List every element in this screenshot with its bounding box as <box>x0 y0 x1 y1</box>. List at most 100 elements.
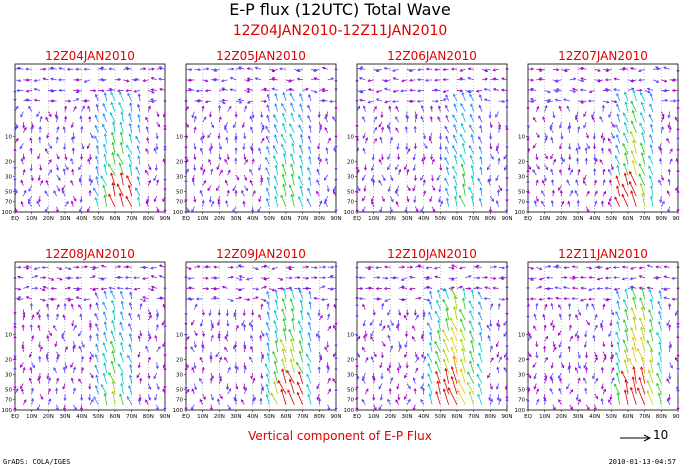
flux-arrow <box>148 90 155 94</box>
flux-arrow-head <box>640 101 644 105</box>
flux-arrow-head <box>554 98 558 102</box>
flux-arrow-head <box>671 276 675 280</box>
flux-arrow <box>655 66 662 70</box>
flux-arrow-head <box>320 99 325 103</box>
flux-arrow-head <box>415 314 419 318</box>
flux-arrow-head <box>615 351 619 356</box>
flux-arrow-head <box>460 318 463 322</box>
flux-arrow <box>22 190 27 197</box>
flux-arrow <box>235 325 239 331</box>
flux-arrow <box>191 388 195 395</box>
flux-arrow-head <box>438 199 442 203</box>
flux-arrow-head <box>623 348 627 353</box>
flux-arrow <box>661 79 667 83</box>
flux-arrow <box>64 153 67 160</box>
flux-arrow-head <box>380 114 384 119</box>
flux-arrow <box>316 394 320 400</box>
flux-arrow-head <box>116 153 120 157</box>
flux-arrow <box>633 366 637 384</box>
flux-arrow <box>39 288 46 291</box>
flux-arrow-head <box>194 333 198 337</box>
flux-arrow <box>615 311 621 321</box>
flux-arrow-head <box>266 300 270 305</box>
flux-arrow <box>260 138 265 144</box>
flux-arrow-head <box>298 340 302 344</box>
flux-arrow-head <box>659 147 663 151</box>
flux-arrow-head <box>577 168 581 173</box>
flux-arrow <box>616 362 621 374</box>
flux-arrow-head <box>334 366 338 371</box>
flux-arrow-head <box>558 304 562 308</box>
flux-arrow <box>641 356 646 374</box>
x-tick-label: 70N <box>126 216 137 222</box>
flux-arrow <box>31 335 34 342</box>
flux-arrow <box>632 337 637 352</box>
flux-arrow-head <box>448 387 451 391</box>
flux-arrow-head <box>62 366 66 370</box>
flux-arrow <box>624 359 629 374</box>
flux-arrow-head <box>154 334 158 339</box>
flux-arrow-head <box>212 68 216 72</box>
flux-arrow-head <box>263 88 267 92</box>
flux-arrow-head <box>490 303 494 307</box>
flux-arrow-head <box>411 336 415 340</box>
flux-arrow <box>110 102 116 112</box>
flux-arrow-head <box>145 200 149 204</box>
flux-arrow-head <box>478 104 482 108</box>
flux-arrow-head <box>290 338 294 342</box>
flux-arrow-head <box>666 398 670 402</box>
flux-arrow-head <box>398 312 402 316</box>
flux-arrow-head <box>290 307 294 312</box>
flux-arrow <box>381 341 386 347</box>
flux-arrow-head <box>429 137 432 141</box>
flux-arrow-head <box>477 393 481 397</box>
flux-arrow <box>527 100 534 103</box>
flux-arrow-head <box>281 298 285 302</box>
flux-arrow <box>202 277 209 279</box>
flux-arrow <box>162 341 166 347</box>
flux-arrow <box>429 291 433 300</box>
flux-arrow-head <box>191 114 195 119</box>
flux-arrow-head <box>14 189 18 194</box>
flux-arrow <box>93 288 99 290</box>
flux-arrow-head <box>202 168 206 173</box>
flux-arrow <box>497 351 500 358</box>
flux-arrow-head <box>87 105 91 109</box>
flux-arrow <box>423 190 426 197</box>
flux-arrow-head <box>543 345 547 349</box>
flux-arrow-head <box>558 387 562 392</box>
flux-arrow-head <box>668 324 672 328</box>
flux-arrow-head <box>189 68 193 72</box>
flux-arrow <box>623 299 629 310</box>
flux-arrow <box>318 159 322 165</box>
flux-arrow-head <box>102 184 106 188</box>
flux-arrow <box>649 103 654 112</box>
flux-arrow <box>260 330 265 337</box>
flux-arrow <box>437 116 441 123</box>
flux-arrow-head <box>671 78 675 82</box>
flux-arrow-head <box>108 67 112 71</box>
flux-arrow <box>504 351 508 358</box>
flux-arrow <box>504 164 508 171</box>
flux-arrow <box>128 385 133 395</box>
flux-arrow-head <box>591 116 595 120</box>
flux-arrow <box>290 153 295 165</box>
flux-arrow-head <box>38 199 42 203</box>
flux-arrow <box>413 153 416 160</box>
flux-arrow <box>471 289 475 300</box>
flux-arrow <box>458 195 466 207</box>
flux-arrow-head <box>88 386 92 390</box>
flux-arrow-head <box>70 364 74 368</box>
flux-arrow-head <box>656 79 660 83</box>
flux-arrow-head <box>398 168 402 173</box>
flux-arrow <box>493 88 499 91</box>
x-tick-label: 30N <box>572 414 583 420</box>
flux-arrow-head <box>29 137 33 141</box>
flux-arrow <box>555 287 562 289</box>
flux-arrow-head <box>467 381 470 385</box>
flux-arrow <box>290 358 295 374</box>
flux-arrow-head <box>25 67 29 71</box>
flux-arrow-head <box>195 89 200 93</box>
flux-arrow-head <box>28 377 32 381</box>
flux-arrow <box>412 336 416 342</box>
